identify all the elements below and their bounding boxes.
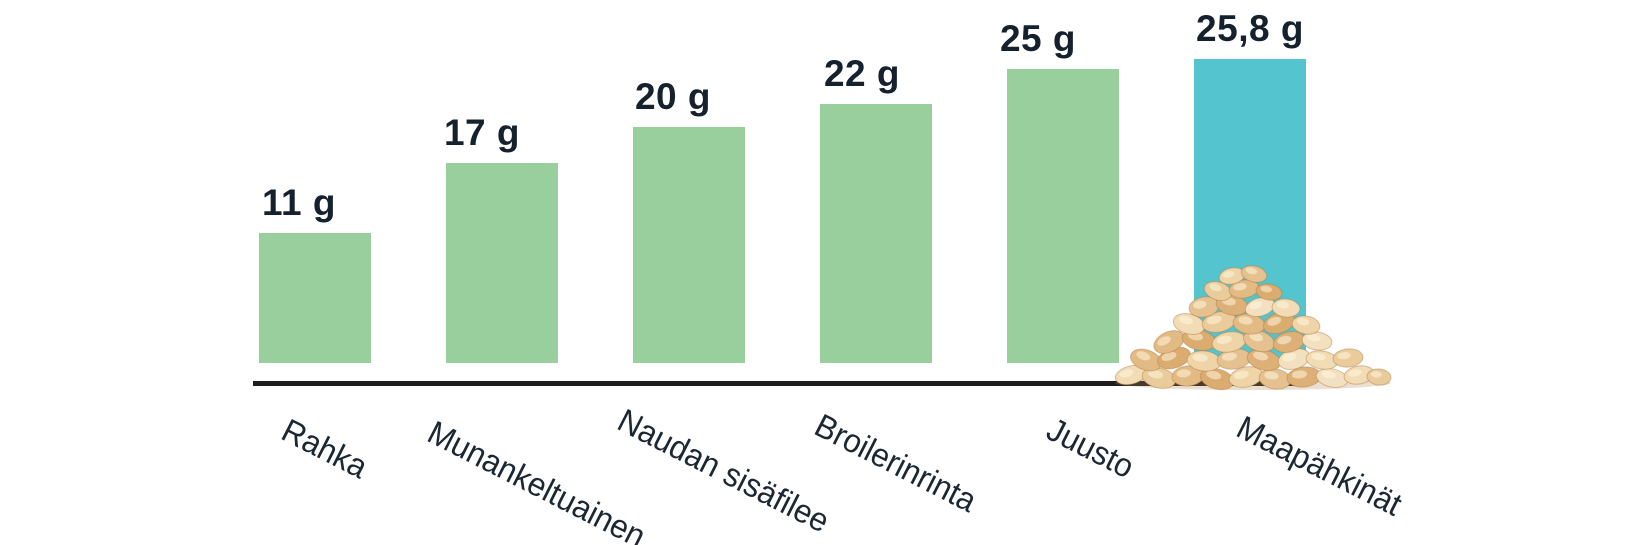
category-label-broilerinrinta: Broilerinrinta [809, 406, 983, 520]
peanuts-image [1114, 265, 1392, 391]
value-label: 25,8 g [1196, 8, 1304, 49]
bar-naudan-sisafilee [633, 127, 745, 363]
value-label: 17 g [443, 112, 521, 153]
value-label: 22 g [823, 53, 901, 94]
category-label-rahka: Rahka [276, 411, 374, 486]
value-label: 11 g [262, 182, 336, 223]
category-label-maapahkinat: Maapähkinät [1231, 408, 1408, 523]
bar-munankeltuainen [446, 163, 558, 363]
category-label-naudan-sisafilee: Naudan sisäfilee [612, 401, 836, 540]
bar-rahka [259, 233, 371, 363]
category-label-juusto: Juusto [1041, 410, 1141, 486]
bar-broilerinrinta [820, 104, 932, 363]
x-axis-line [253, 381, 1310, 386]
bar-juusto [1007, 69, 1119, 363]
value-label: 25 g [999, 18, 1077, 59]
value-label: 20 g [634, 76, 712, 117]
